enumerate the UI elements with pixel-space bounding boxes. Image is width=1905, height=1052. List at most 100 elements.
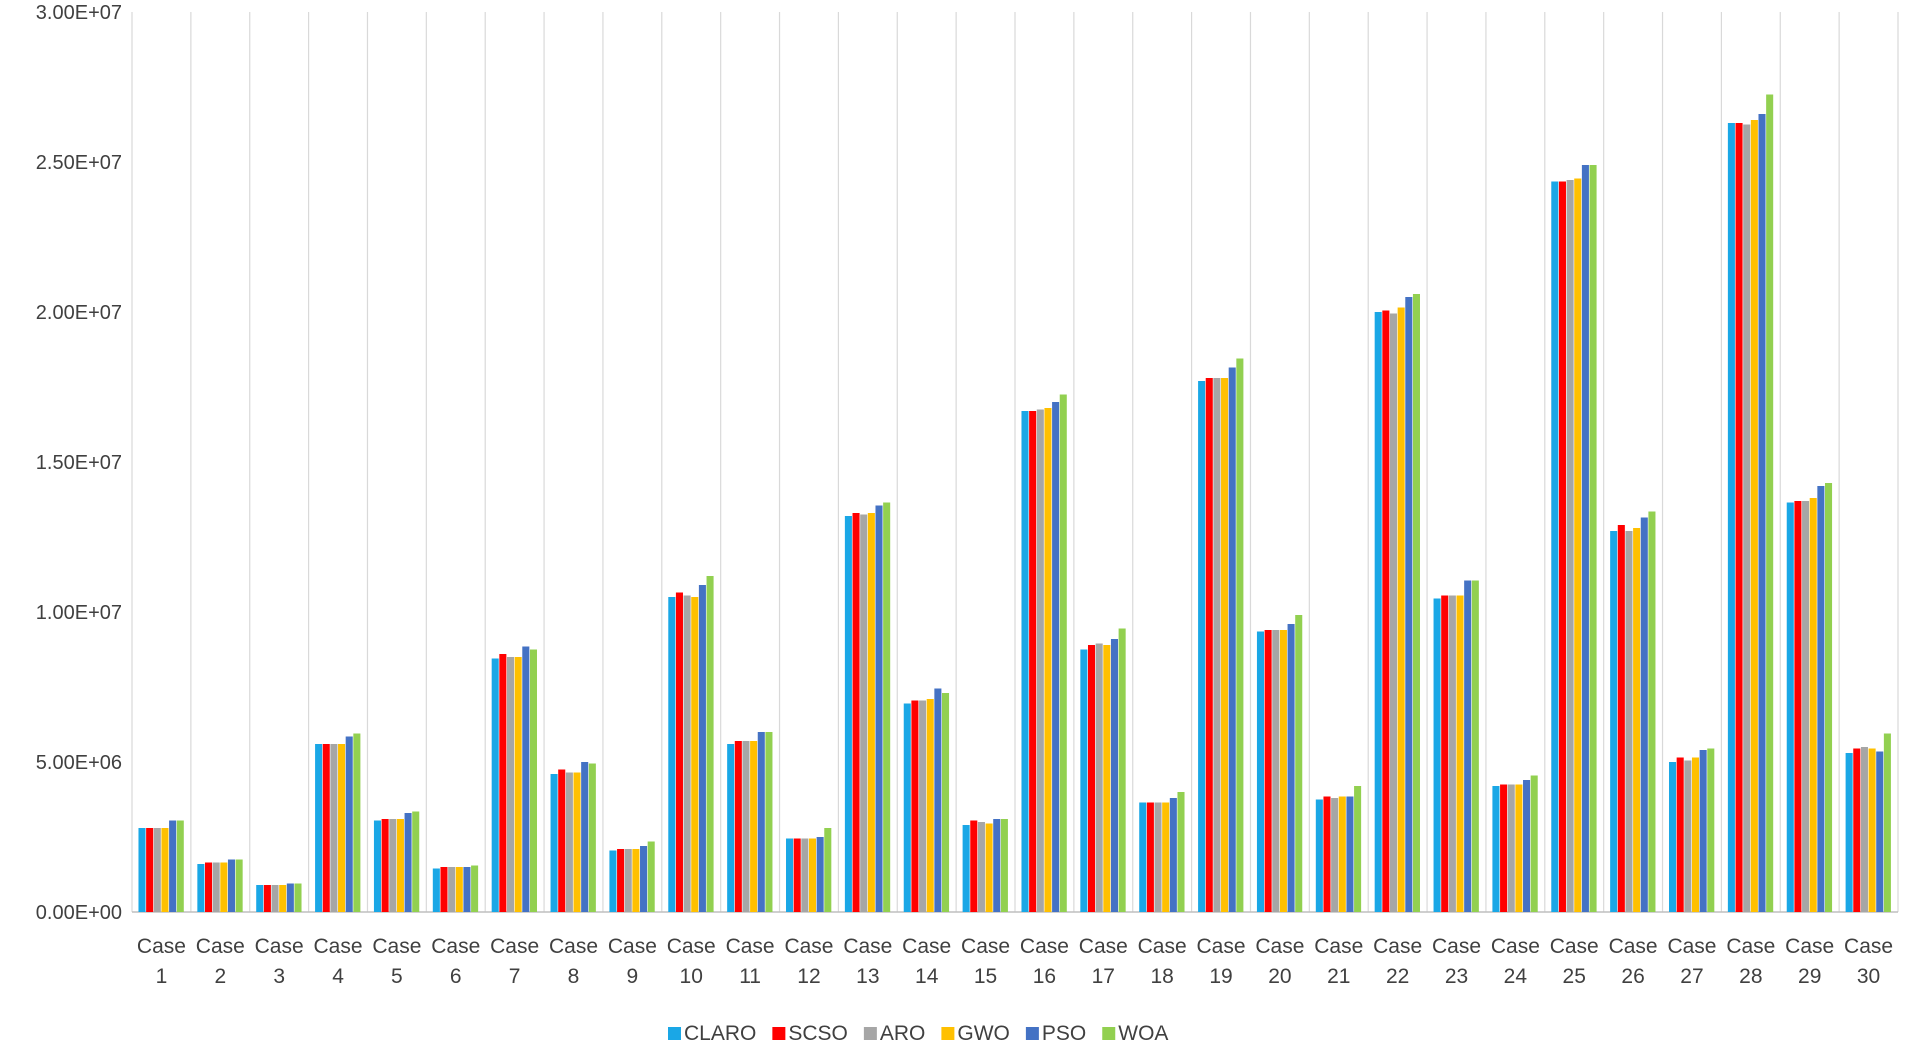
- bar-pso: [1405, 297, 1413, 912]
- legend: CLARO SCSO ARO GWO PSO WOA: [668, 1022, 1168, 1045]
- bar-scso: [1264, 630, 1272, 912]
- bar-gwo: [220, 862, 228, 912]
- bar-claro: [1315, 799, 1323, 912]
- bar-scso: [1029, 411, 1037, 912]
- y-tick-label: 2.50E+07: [36, 152, 122, 174]
- bar-gwo: [1750, 120, 1758, 912]
- x-category-label: Case 20: [1255, 935, 1304, 988]
- bar-woa: [471, 865, 479, 912]
- bar-aro: [1684, 760, 1692, 912]
- x-category-label: Case 23: [1432, 935, 1481, 988]
- bar-claro: [1786, 502, 1794, 912]
- bar-aro: [271, 885, 279, 912]
- y-axis-ticks: 0.00E+00 5.00E+06 1.00E+07 1.50E+07 2.00E+07…: [36, 2, 122, 924]
- bar-aro: [1272, 630, 1280, 912]
- bar-woa: [1295, 615, 1303, 912]
- bar-claro: [1492, 786, 1500, 912]
- bar-aro: [1860, 747, 1868, 912]
- bar-aro: [624, 849, 632, 912]
- bar-claro: [550, 774, 558, 912]
- bar-woa: [353, 733, 361, 912]
- x-category-label: Case 28: [1726, 935, 1775, 988]
- bar-woa: [235, 859, 243, 912]
- y-tick-label: 5.00E+06: [36, 752, 122, 774]
- x-category-label: Case 18: [1138, 935, 1187, 988]
- x-category-label: Case 29: [1785, 935, 1834, 988]
- bar-scso: [558, 769, 566, 912]
- x-category-label: Case 14: [902, 935, 951, 988]
- bar-aro: [389, 819, 397, 912]
- bar-scso: [1735, 123, 1743, 912]
- bar-pso: [1228, 367, 1236, 912]
- grid-lines: [131, 12, 1899, 913]
- bar-gwo: [1103, 645, 1111, 912]
- bar-aro: [1389, 313, 1398, 912]
- legend-label-scso: SCSO: [788, 1022, 848, 1045]
- x-category-label: Case 11: [726, 935, 775, 988]
- bar-claro: [727, 744, 735, 912]
- bar-scso: [1676, 757, 1684, 912]
- bar-pso: [1699, 750, 1707, 912]
- bar-gwo: [1397, 307, 1405, 912]
- bar-claro: [668, 597, 676, 912]
- bar-woa: [1707, 748, 1715, 912]
- bar-gwo: [1279, 630, 1287, 912]
- bar-claro: [844, 516, 852, 912]
- bar-scso: [440, 867, 448, 912]
- bar-gwo: [808, 838, 817, 912]
- bar-pso: [1052, 402, 1060, 912]
- bar-scso: [1382, 310, 1390, 912]
- bar-claro: [962, 825, 970, 912]
- bar-pso: [993, 819, 1001, 912]
- bar-claro: [1374, 312, 1382, 912]
- bar-gwo: [1574, 178, 1582, 912]
- bar-pso: [404, 813, 412, 912]
- bar-aro: [919, 700, 927, 912]
- bar-scso: [911, 700, 919, 912]
- bar-scso: [970, 820, 978, 912]
- bar-aro: [506, 657, 515, 912]
- bar-aro: [1095, 643, 1103, 912]
- x-category-label: Case 15: [961, 935, 1010, 988]
- bar-pso: [816, 837, 824, 912]
- y-tick-label: 1.50E+07: [36, 452, 122, 474]
- bar-gwo: [867, 513, 875, 912]
- bar-scso: [675, 592, 683, 912]
- bar-scso: [499, 654, 507, 912]
- bar-claro: [1669, 762, 1677, 912]
- legend-label-gwo: GWO: [957, 1022, 1010, 1045]
- legend-label-claro: CLARO: [684, 1022, 756, 1045]
- bar-claro: [1727, 123, 1735, 912]
- bar-aro: [1331, 798, 1339, 912]
- bar-pso: [640, 846, 648, 912]
- x-category-label: Case 10: [667, 935, 716, 988]
- x-category-label: Case 5: [372, 935, 421, 988]
- x-category-label: Case 7: [490, 935, 539, 988]
- bar-gwo: [396, 819, 404, 912]
- bar-claro: [491, 658, 499, 912]
- bar-scso: [734, 741, 742, 912]
- bar-pso: [227, 859, 236, 912]
- bar-scso: [263, 885, 271, 912]
- bar-gwo: [1515, 784, 1523, 912]
- bar-gwo: [1633, 528, 1641, 912]
- legend-swatch-woa: [1102, 1027, 1116, 1040]
- bar-aro: [1566, 180, 1574, 912]
- legend-label-pso: PSO: [1042, 1022, 1086, 1045]
- bar-scso: [1558, 181, 1566, 912]
- bar-pso: [1346, 796, 1354, 912]
- bar-scso: [381, 819, 389, 912]
- bar-aro: [860, 514, 868, 912]
- bar-claro: [786, 838, 794, 912]
- x-category-label: Case 16: [1020, 935, 1069, 988]
- bar-woa: [176, 820, 184, 912]
- x-category-label: Case 27: [1667, 935, 1716, 988]
- legend-swatch-aro: [863, 1027, 877, 1040]
- bar-scso: [1323, 796, 1331, 912]
- x-category-label: Case 12: [784, 935, 833, 988]
- bar-woa: [1589, 165, 1597, 912]
- x-category-label: Case 17: [1079, 935, 1128, 988]
- bar-aro: [1802, 501, 1810, 912]
